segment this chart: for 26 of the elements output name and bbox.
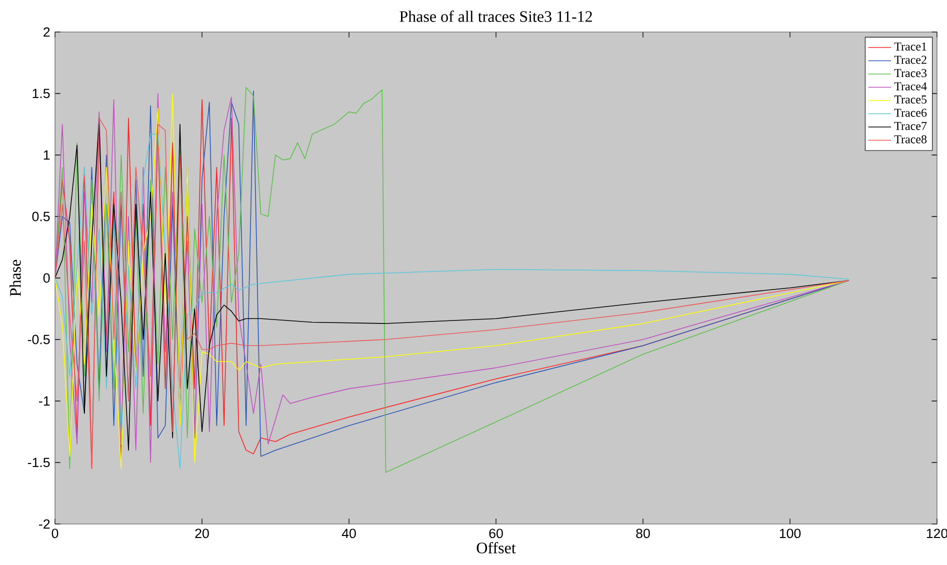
chart-title: Phase of all traces Site3 11-12 [400, 10, 592, 22]
legend-label: Trace3 [894, 69, 927, 78]
x-axis-title: Offset [476, 542, 516, 554]
y-tick-label: 0.5 [32, 212, 50, 222]
legend-label: Trace6 [894, 108, 927, 117]
legend-label: Trace1 [894, 42, 926, 51]
x-tick-label: 20 [195, 528, 209, 538]
x-tick-label: 60 [489, 528, 503, 538]
y-tick-label: 0 [43, 273, 50, 283]
y-tick-label: -0.5 [28, 334, 50, 344]
x-tick-label: 80 [636, 528, 650, 538]
x-tick-label: 40 [342, 528, 356, 538]
legend-label: Trace8 [894, 135, 927, 144]
legend-label: Trace4 [894, 82, 927, 90]
legend-label: Trace2 [894, 56, 926, 64]
legend-label: Trace7 [894, 122, 927, 130]
y-tick-label: 1 [44, 150, 50, 160]
y-tick-label: 1.5 [32, 88, 50, 98]
legend-label: Trace5 [894, 96, 927, 104]
y-tick-label: 2 [44, 27, 50, 37]
y-tick-label: -1 [39, 396, 50, 406]
y-tick-label: -2 [39, 519, 50, 529]
x-tick-label: 0 [52, 528, 58, 538]
y-tick-label: -1.5 [28, 458, 50, 468]
x-tick-label: 100 [780, 528, 801, 538]
y-axis-title: Phase [10, 260, 21, 296]
